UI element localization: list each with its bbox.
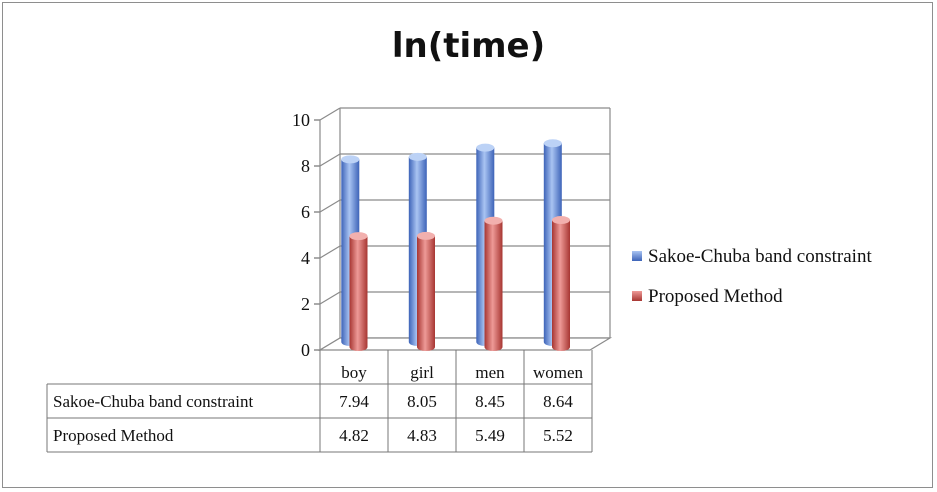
x-tick-label-men: men <box>475 363 505 382</box>
bar-body <box>484 220 503 351</box>
legend-swatch-1 <box>632 291 642 301</box>
legend-swatch-0 <box>632 251 642 261</box>
gridline-depth <box>319 153 341 167</box>
bars <box>341 139 570 351</box>
bar-top <box>349 232 368 241</box>
bar-top <box>543 139 562 148</box>
bar-body <box>349 236 368 351</box>
data-label: 5.49 <box>475 426 505 445</box>
gridline-depth <box>319 291 341 305</box>
legend-label-1: Proposed Method <box>648 286 783 307</box>
bar-top <box>552 216 570 225</box>
x-tick-label-girl: girl <box>410 363 434 382</box>
bar-body <box>417 235 435 351</box>
y-tick-label: 0 <box>301 340 310 360</box>
bar-proposed-boy <box>349 232 368 351</box>
bar-proposed-girl <box>417 231 435 351</box>
bar-top <box>476 143 495 152</box>
gridline-depth <box>319 107 341 121</box>
chart-title: ln(time) <box>391 26 546 66</box>
bar-top <box>417 231 435 240</box>
data-label: 5.52 <box>543 426 573 445</box>
table-row-label-0: Sakoe-Chuba band constraint <box>53 392 253 411</box>
data-label: 4.83 <box>407 426 437 445</box>
data-label: 4.82 <box>339 426 369 445</box>
plot-floor <box>317 337 613 351</box>
bar-proposed-men <box>484 216 503 351</box>
bar-proposed-women <box>552 216 570 351</box>
legend: Sakoe-Chuba band constraint Proposed Meth… <box>632 246 872 307</box>
x-tick-label-women: women <box>533 363 584 382</box>
table-row-label-1: Proposed Method <box>53 426 174 445</box>
y-tick-label: 6 <box>301 202 310 222</box>
data-label: 7.94 <box>339 392 369 411</box>
data-label: 8.05 <box>407 392 437 411</box>
x-tick-label-boy: boy <box>341 363 367 382</box>
gridline-depth <box>319 245 341 259</box>
gridline-depth <box>319 199 341 213</box>
bar-top <box>341 155 360 164</box>
bar-top <box>408 152 427 161</box>
bar-top <box>484 216 503 225</box>
data-table: boy girl men women Sakoe-Chuba band constrai… <box>46 350 593 453</box>
y-tick-label: 4 <box>301 248 310 268</box>
bar-body <box>552 220 570 351</box>
data-label: 8.45 <box>475 392 505 411</box>
y-axis: 0 2 4 6 8 10 <box>292 110 321 360</box>
legend-label-0: Sakoe-Chuba band constraint <box>648 246 872 267</box>
y-tick-label: 2 <box>301 294 310 314</box>
y-tick-label: 10 <box>292 110 310 130</box>
y-tick-label: 8 <box>301 156 310 176</box>
data-label: 8.64 <box>543 392 573 411</box>
